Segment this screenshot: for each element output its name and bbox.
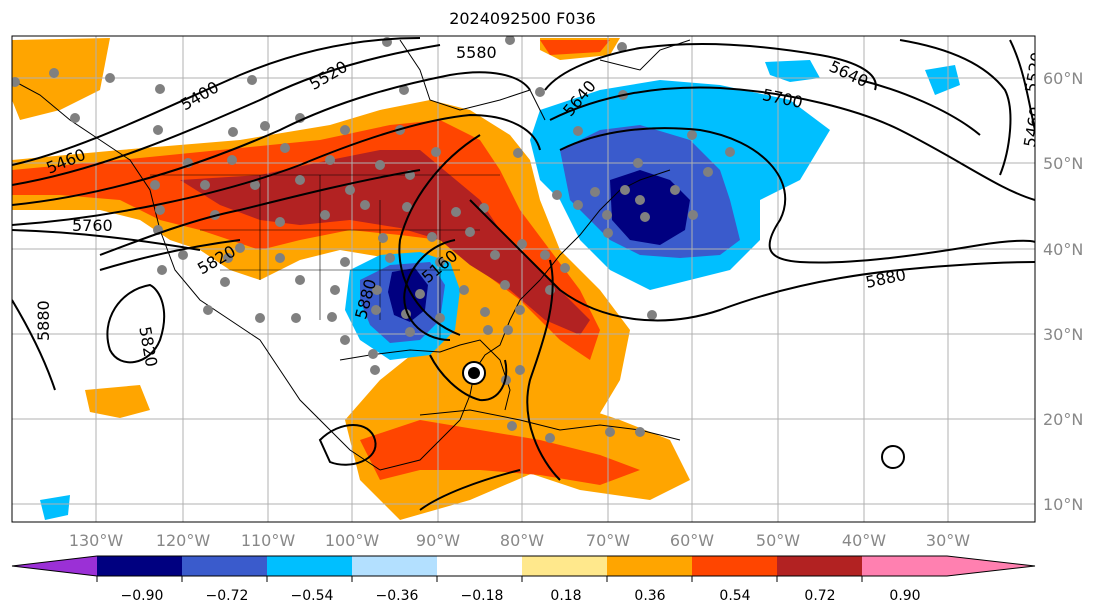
- anomaly-navy-field: [388, 170, 690, 322]
- lon-label: 120°W: [156, 531, 211, 550]
- lon-label: 130°W: [69, 531, 124, 550]
- latitude-labels: 60°N 50°N 40°N 30°N 20°N 10°N: [1043, 69, 1083, 514]
- lon-label: 90°W: [416, 531, 460, 550]
- colorbar-tick-label: 0.72: [804, 588, 835, 604]
- contour-label: 5580: [456, 43, 497, 62]
- low-center-contour: [881, 445, 905, 469]
- colorbar-tick-label: 0.18: [550, 588, 581, 604]
- lon-label: 50°W: [756, 531, 800, 550]
- colorbar-tick-label: −0.72: [206, 588, 249, 604]
- map-area: 5400 5520 5580 5640 5640 5700 5520 5460 …: [12, 36, 1035, 522]
- map-title: 2024092500 F036: [449, 9, 596, 28]
- colorbar-segment: [692, 556, 777, 576]
- lon-label: 80°W: [500, 531, 544, 550]
- hurricane-core: [468, 367, 480, 379]
- colorbar-right-extension: [947, 556, 1035, 576]
- lon-label: 60°W: [670, 531, 714, 550]
- colorbar-tick-label: −0.18: [461, 588, 504, 604]
- lat-label: 60°N: [1043, 69, 1083, 88]
- colorbar-segment: [862, 556, 947, 576]
- colorbar-segment: [777, 556, 862, 576]
- lat-label: 40°N: [1043, 240, 1083, 259]
- colorbar-tick-label: 0.54: [719, 588, 750, 604]
- colorbar-segment: [437, 556, 522, 576]
- colorbar-segment: [522, 556, 607, 576]
- colorbar-tick-label: −0.36: [376, 588, 419, 604]
- lat-label: 50°N: [1043, 154, 1083, 173]
- colorbar-tick-label: −0.54: [291, 588, 334, 604]
- lat-label: 20°N: [1043, 410, 1083, 429]
- lon-label: 30°W: [926, 531, 970, 550]
- lon-label: 110°W: [241, 531, 296, 550]
- colorbar-segment: [267, 556, 352, 576]
- colorbar-tick-label: −0.90: [121, 588, 164, 604]
- map-frame: [11, 35, 1036, 523]
- lon-label: 100°W: [325, 531, 380, 550]
- colorbar-segment: [352, 556, 437, 576]
- lon-label: 70°W: [586, 531, 630, 550]
- colorbar-segment: [97, 556, 182, 576]
- longitude-labels: 130°W 120°W 110°W 100°W 90°W 80°W 70°W 6…: [69, 531, 970, 550]
- lat-label: 10°N: [1043, 495, 1083, 514]
- political-borders: [150, 174, 500, 340]
- colorbar-left-extension: [12, 556, 97, 576]
- lat-label: 30°N: [1043, 325, 1083, 344]
- colorbar-tick-label: 0.90: [889, 588, 920, 604]
- contour-label: 5880: [34, 300, 53, 341]
- graticule: [12, 36, 1035, 522]
- height-contours: [12, 37, 1035, 511]
- anomaly-darkred-field: [180, 150, 590, 335]
- colorbar-segment: [182, 556, 267, 576]
- station-dots: [12, 36, 735, 443]
- contour-label: 5760: [72, 216, 113, 235]
- lon-label: 40°W: [842, 531, 886, 550]
- colorbar: −0.90 −0.72 −0.54 −0.36 −0.18 0.18 0.36 …: [11, 555, 1036, 604]
- colorbar-segment: [607, 556, 692, 576]
- colorbar-tick-label: 0.36: [634, 588, 665, 604]
